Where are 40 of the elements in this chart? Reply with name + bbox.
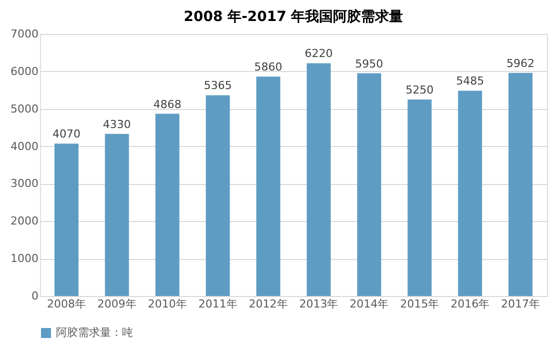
y-tick-label: 0 — [32, 290, 38, 302]
y-tick-label: 3000 — [10, 177, 38, 190]
x-tick-label: 2009年 — [97, 298, 136, 310]
data-label: 5962 — [506, 56, 535, 70]
y-tick-label: 6000 — [10, 64, 38, 78]
chart-title: 2008 年-2017 年我国阿胶需求量 — [184, 8, 404, 25]
legend-label: 阿胶需求量：吨 — [56, 326, 133, 339]
y-tick-label: 7000 — [10, 28, 38, 40]
data-label: 5860 — [254, 60, 282, 74]
y-tick-label: 1000 — [10, 252, 38, 266]
x-tick-label: 2012年 — [248, 298, 288, 310]
data-label: 4868 — [153, 98, 182, 111]
bar — [306, 63, 331, 296]
x-tick-label: 2016年 — [450, 298, 490, 310]
bar — [256, 76, 280, 296]
data-label: 4330 — [102, 118, 131, 131]
data-label: 5485 — [456, 74, 484, 88]
x-tick-label: 2017年 — [501, 298, 540, 310]
x-tick-label: 2008年 — [46, 298, 86, 310]
x-tick-label: 2015年 — [400, 298, 440, 310]
data-label: 6220 — [304, 47, 333, 60]
data-label: 5950 — [355, 57, 384, 70]
bar — [408, 100, 432, 296]
data-label: 5250 — [406, 84, 434, 96]
bar — [458, 90, 482, 296]
bar — [54, 144, 78, 296]
x-tick-label: 2014年 — [350, 298, 389, 310]
y-tick-label: 4000 — [10, 140, 38, 153]
bar — [357, 73, 382, 296]
x-tick-label: 2013年 — [299, 298, 338, 310]
bar — [508, 72, 533, 296]
bar — [104, 134, 129, 296]
bar — [206, 95, 230, 296]
bar — [155, 114, 180, 296]
y-tick-label: 5000 — [10, 102, 38, 116]
data-label: 4070 — [52, 128, 80, 141]
x-tick-label: 2010年 — [148, 298, 187, 310]
y-tick-label: 2000 — [10, 214, 38, 228]
data-label: 5365 — [204, 79, 232, 92]
x-tick-label: 2011年 — [198, 298, 238, 310]
